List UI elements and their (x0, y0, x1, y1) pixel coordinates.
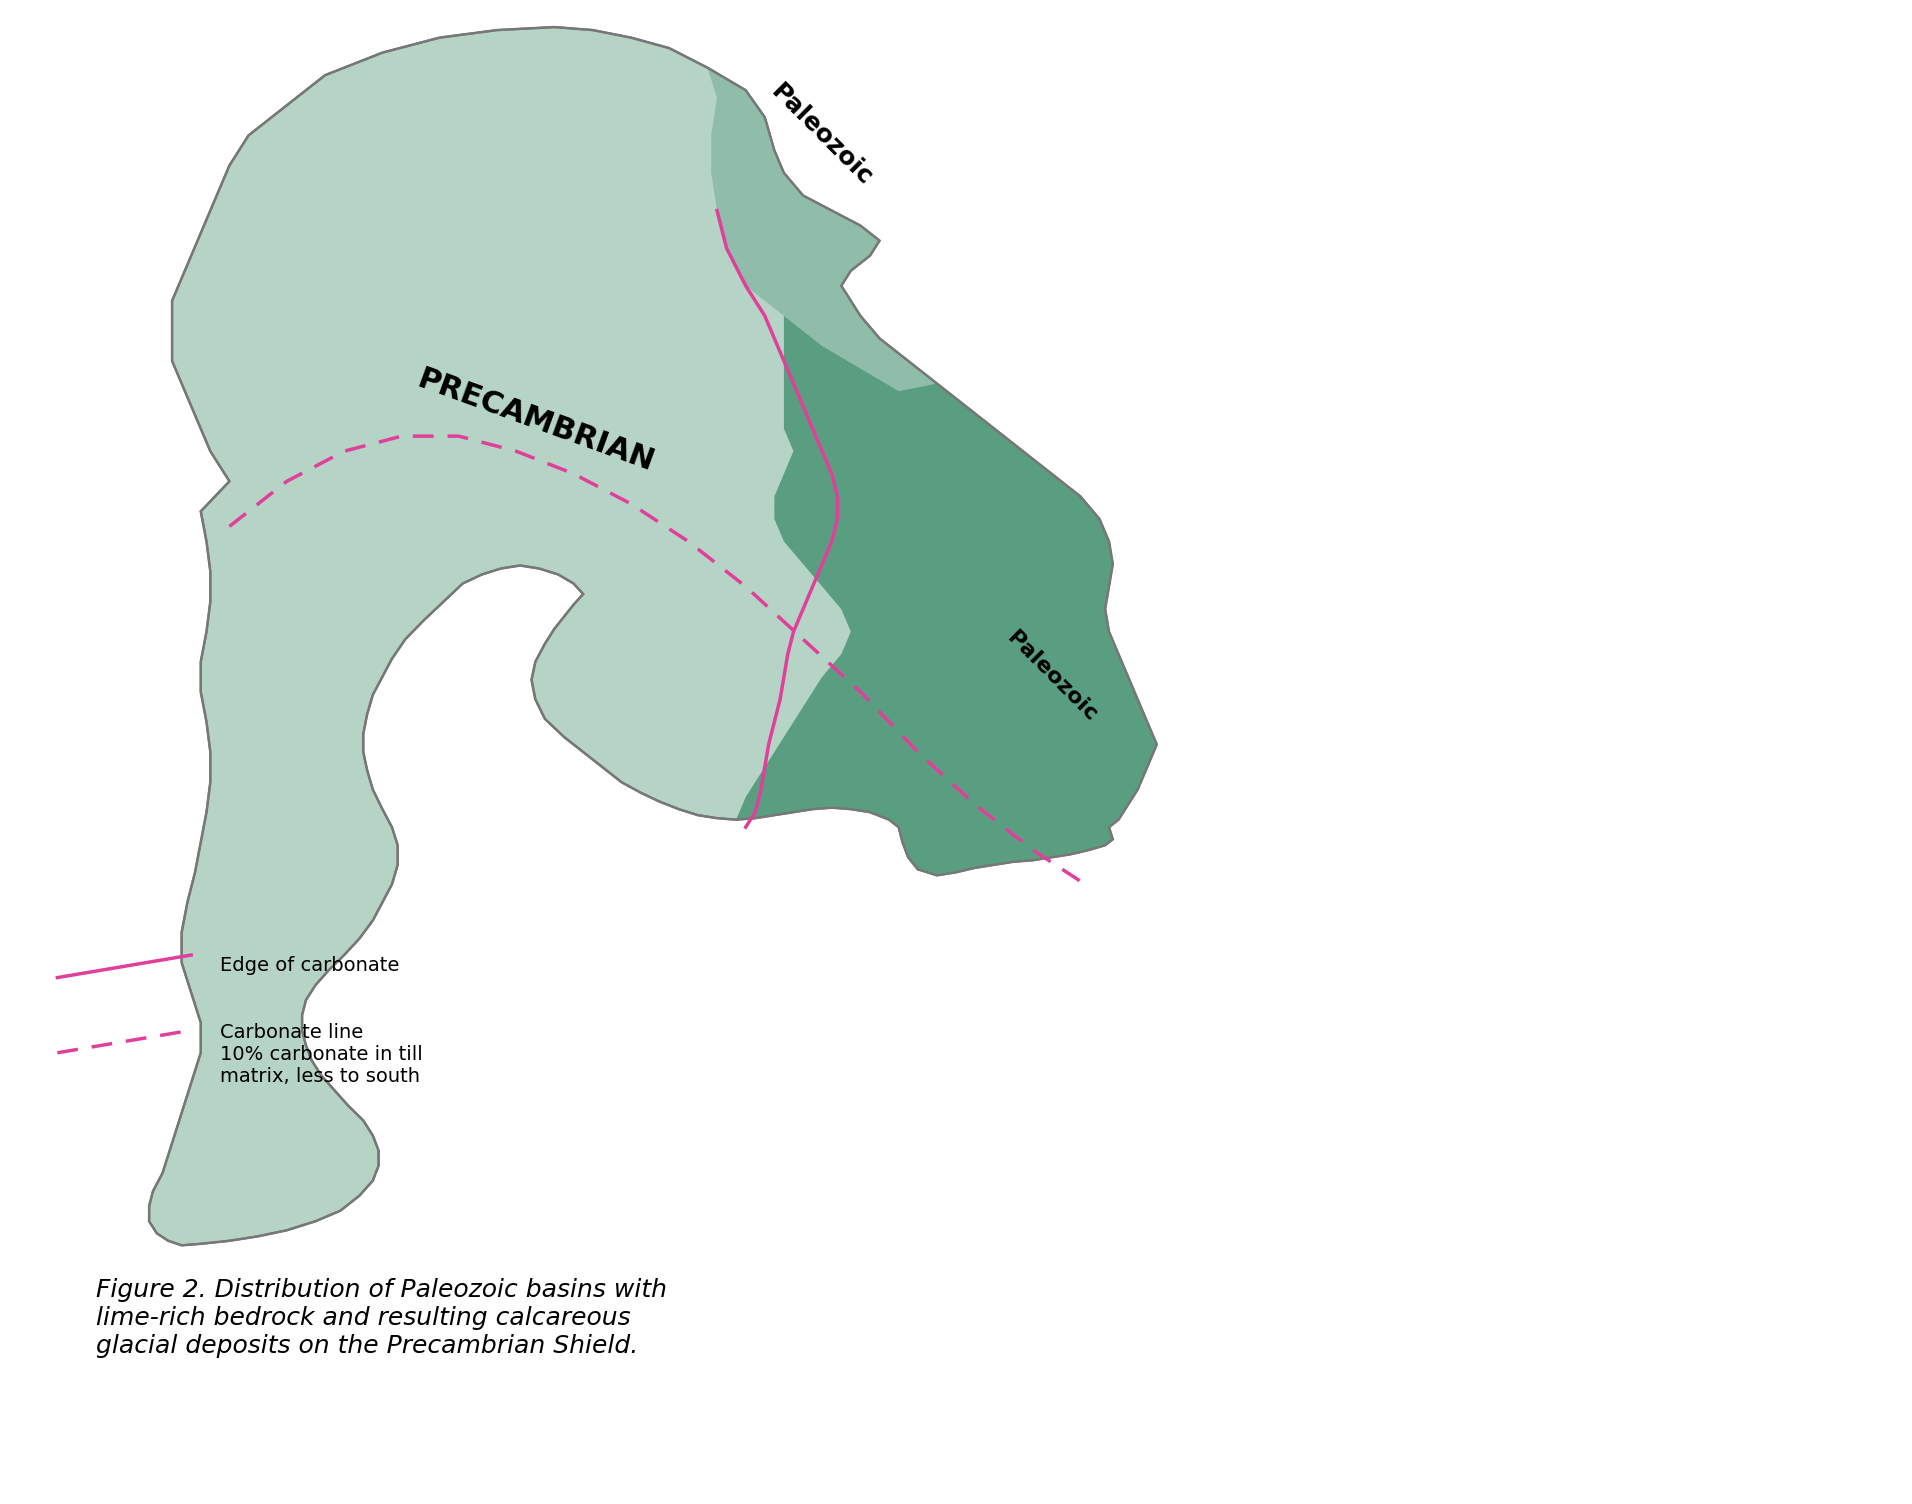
Polygon shape (736, 316, 1157, 875)
Text: Carbonate line
10% carbonate in till
matrix, less to south: Carbonate line 10% carbonate in till mat… (220, 1023, 423, 1086)
Text: Paleozoic: Paleozoic (1002, 629, 1101, 725)
Text: Edge of carbonate: Edge of carbonate (220, 957, 400, 975)
Polygon shape (149, 27, 1157, 1245)
Polygon shape (707, 68, 937, 391)
Text: Paleozoic: Paleozoic (767, 80, 878, 191)
Text: PRECAMBRIAN: PRECAMBRIAN (413, 365, 658, 477)
Text: Figure 2. Distribution of Paleozoic basins with
lime-rich bedrock and resulting : Figure 2. Distribution of Paleozoic basi… (96, 1278, 667, 1358)
